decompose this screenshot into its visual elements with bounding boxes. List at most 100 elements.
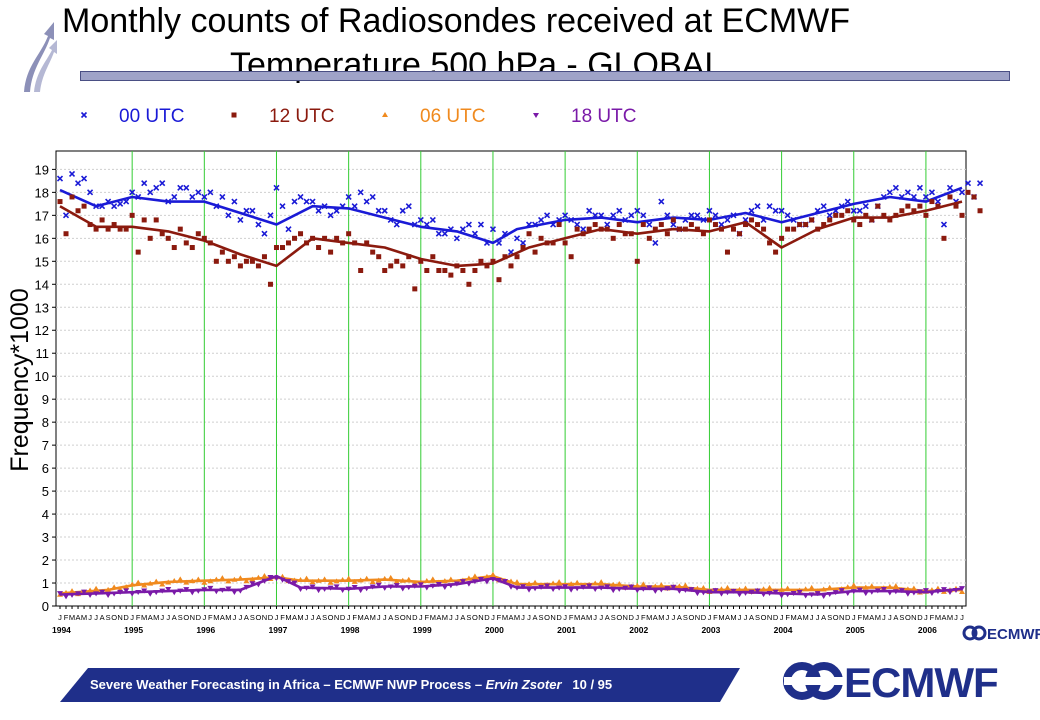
data-point-mark (147, 189, 154, 196)
data-point-mark (87, 189, 94, 196)
data-point (941, 235, 947, 241)
data-point (81, 203, 87, 209)
data-point (267, 281, 273, 287)
x-month-label: N (695, 613, 700, 622)
data-point (622, 231, 628, 237)
ecmwf-small-logo: ECMWF (962, 625, 1040, 642)
data-point (171, 245, 177, 251)
x-month-label: M (285, 613, 291, 622)
data-point-mark (237, 216, 244, 224)
data-point (424, 267, 430, 273)
data-point-mark (459, 226, 466, 233)
data-point-mark (183, 184, 190, 191)
legend-item: 12 UTC (231, 106, 334, 127)
x-month-label: F (713, 613, 718, 622)
data-point (406, 254, 412, 260)
data-point (459, 226, 466, 233)
data-point (772, 207, 779, 214)
data-point-mark (670, 221, 677, 228)
data-point (586, 583, 593, 589)
data-point (514, 254, 520, 260)
data-point-mark (159, 180, 166, 187)
y-tick-label: 18 (35, 185, 49, 200)
data-point-mark (820, 203, 827, 210)
x-month-label: J (521, 613, 525, 622)
data-point-mark (297, 193, 304, 201)
x-month-label: J (305, 613, 309, 622)
data-point (147, 189, 154, 196)
x-month-label: F (497, 613, 502, 622)
x-month-label: A (220, 613, 225, 622)
data-point (129, 212, 135, 218)
data-point (922, 193, 929, 201)
data-point (189, 245, 195, 251)
x-year-label: 2002 (629, 625, 648, 635)
data-point (550, 240, 556, 246)
series-18-utc (57, 574, 965, 600)
data-point (382, 267, 388, 273)
x-month-label: A (244, 613, 249, 622)
x-month-label: N (190, 613, 195, 622)
data-point (778, 207, 785, 214)
data-point-mark (225, 212, 232, 219)
data-point-mark (189, 193, 196, 201)
data-point-mark (976, 180, 984, 187)
x-year-label: 1996 (196, 625, 215, 635)
data-point (519, 239, 527, 246)
data-point (862, 203, 869, 210)
data-point (845, 208, 851, 214)
x-month-label: J (491, 613, 495, 622)
x-month-label: M (730, 613, 736, 622)
data-point-mark (544, 212, 551, 219)
data-point-mark (465, 221, 472, 228)
data-point (712, 212, 719, 219)
data-point (916, 184, 923, 191)
data-point-mark (628, 212, 635, 219)
data-point-mark (111, 203, 118, 210)
data-point (791, 226, 797, 232)
data-point (959, 588, 965, 594)
data-point (556, 579, 563, 585)
y-tick-label: 0 (42, 599, 49, 614)
x-month-label: J (599, 613, 603, 622)
x-month-label: J (233, 613, 237, 622)
data-point-mark (916, 184, 923, 191)
x-month-label: N (334, 613, 339, 622)
data-point (881, 212, 887, 218)
data-point-mark (171, 193, 178, 201)
data-point (303, 198, 310, 205)
data-point-mark (922, 193, 929, 201)
data-point-mark (429, 216, 436, 224)
data-point (670, 221, 677, 228)
x-month-label: J (563, 613, 567, 622)
x-month-label: F (136, 613, 141, 622)
data-point (117, 226, 123, 232)
data-point (273, 184, 280, 191)
data-point-mark (399, 207, 406, 214)
data-point (532, 249, 538, 255)
data-point (761, 226, 767, 232)
x-month-label: M (81, 613, 87, 622)
legend-item: 06 UTC (382, 106, 485, 127)
data-point (249, 258, 255, 264)
data-point-mark (153, 184, 160, 191)
data-point-mark (285, 226, 292, 233)
data-point-mark (375, 207, 382, 214)
data-point (267, 212, 274, 219)
x-month-label: M (875, 613, 881, 622)
x-month-label: S (250, 613, 255, 622)
x-month-label: J (160, 613, 164, 622)
title-underline-bar (80, 71, 1010, 81)
data-point-mark (80, 175, 88, 182)
data-point (195, 189, 202, 196)
data-point-mark (261, 230, 268, 237)
x-month-label: N (623, 613, 628, 622)
data-point-mark (243, 207, 250, 214)
data-point (700, 231, 706, 237)
y-tick-label: 7 (42, 438, 49, 453)
x-month-label: A (460, 613, 465, 622)
data-point (520, 245, 526, 251)
data-point-mark (718, 221, 725, 228)
data-point (616, 207, 623, 214)
x-month-label: J (58, 613, 62, 622)
